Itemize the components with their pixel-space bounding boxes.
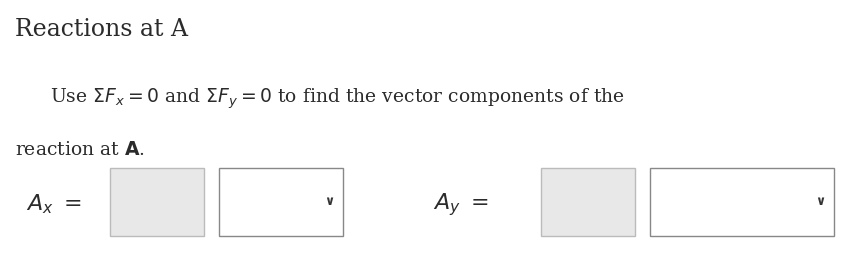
Text: ∨: ∨	[324, 195, 335, 208]
FancyBboxPatch shape	[110, 168, 204, 236]
Text: reaction at $\mathbf{A}$.: reaction at $\mathbf{A}$.	[15, 141, 145, 160]
Text: Reactions at A: Reactions at A	[15, 18, 189, 41]
Text: Use $\Sigma F_x = 0$ and $\Sigma F_y = 0$ to find the vector components of the: Use $\Sigma F_x = 0$ and $\Sigma F_y = 0…	[50, 86, 625, 111]
FancyBboxPatch shape	[541, 168, 635, 236]
Text: ∨: ∨	[815, 195, 825, 208]
FancyBboxPatch shape	[650, 168, 834, 236]
Text: $A_y$ $=$: $A_y$ $=$	[433, 191, 489, 218]
FancyBboxPatch shape	[219, 168, 343, 236]
Text: $A_x$ $=$: $A_x$ $=$	[26, 193, 82, 216]
